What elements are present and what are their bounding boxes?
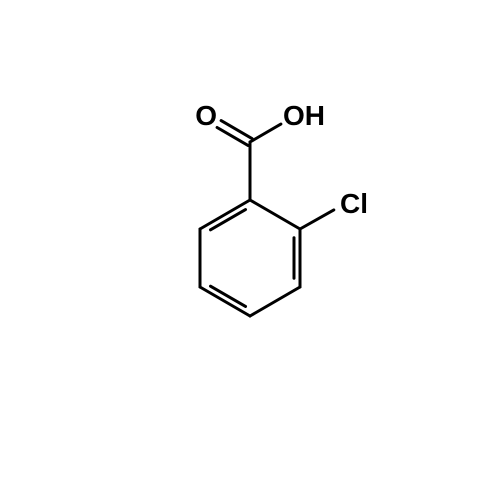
molecule-diagram: O OH Cl — [0, 0, 500, 500]
atom-label-Cl: Cl — [340, 188, 368, 219]
atom-label-O_oh: OH — [283, 100, 325, 131]
atom-label-O_dbl: O — [195, 100, 217, 131]
